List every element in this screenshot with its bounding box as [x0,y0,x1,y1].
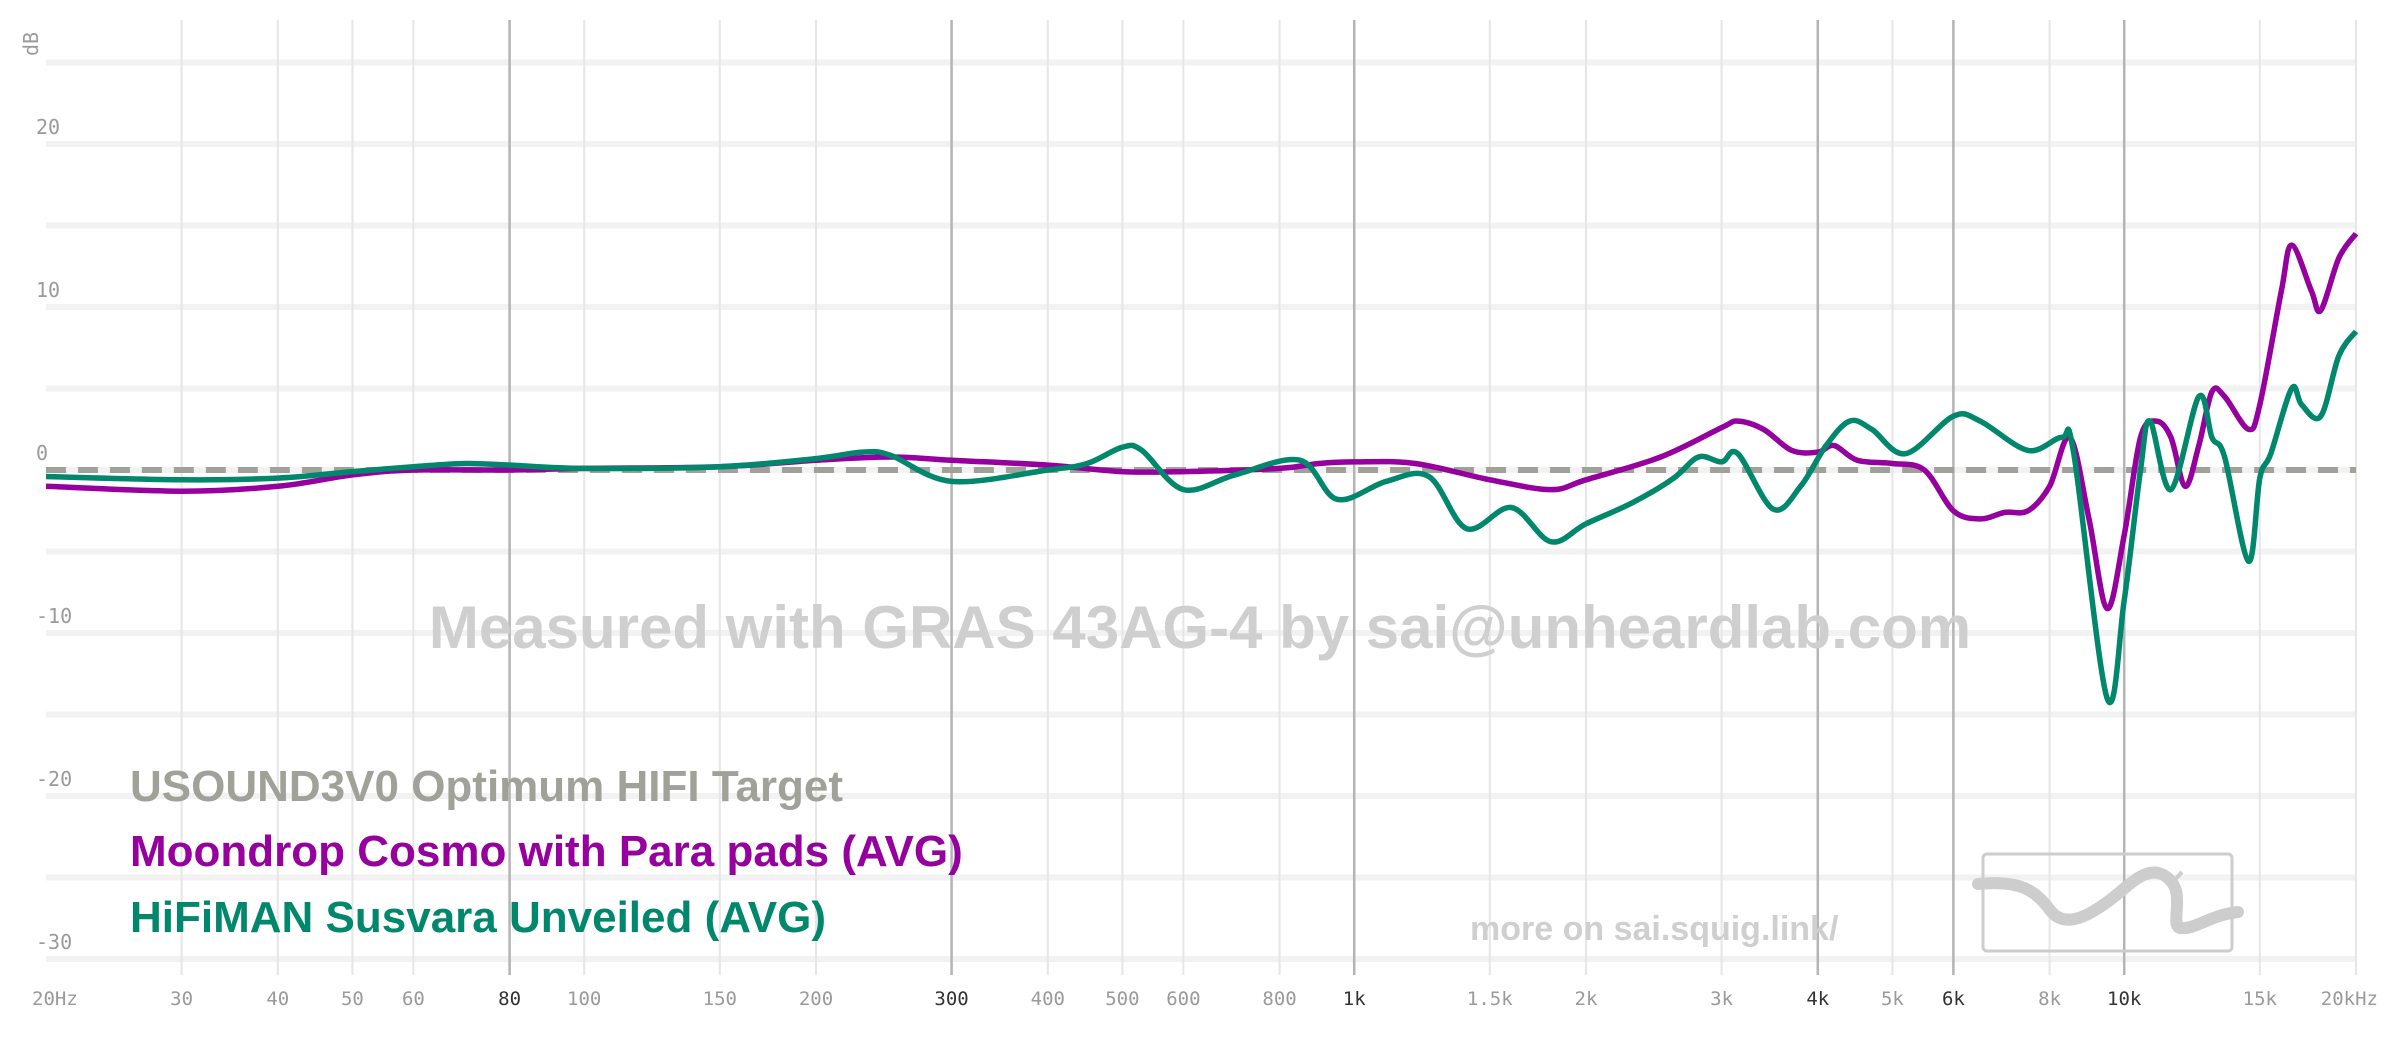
x-tick-label: 2k [1575,988,1598,1010]
x-tick-label: 400 [1031,988,1065,1010]
squiglink-logo [1972,852,2244,953]
x-tick-label: 800 [1262,988,1296,1010]
y-axis-label: dB [19,32,43,56]
x-tick-label: 15k [2243,988,2278,1010]
x-tick-label: 1k [1343,988,1366,1010]
x-tick-label: 6k [1942,988,1965,1010]
legend-item[interactable]: HiFiMAN Susvara Unveiled (AVG) [130,893,826,942]
x-tick-label: 20Hz [32,988,78,1010]
y-tick-label: 20 [36,115,60,139]
x-tick-label: 50 [341,988,364,1010]
x-tick-label: 4k [1806,988,1829,1010]
x-tick-label: 200 [799,988,833,1010]
susvara-curve [45,329,2359,706]
x-tick-label: 40 [266,988,289,1010]
curves [45,231,2359,706]
y-tick-label: 10 [36,278,60,302]
y-tick-label: -20 [36,767,72,791]
legend-item[interactable]: USOUND3V0 Optimum HIFI Target [130,762,843,811]
legend-item[interactable]: Moondrop Cosmo with Para pads (AVG) [130,827,963,876]
y-axis: dB 20 10 0 -10 -20 -30 [19,32,72,954]
watermark-text: Measured with GRAS 43AG-4 by sai@unheard… [429,594,1971,661]
x-tick-label: 600 [1166,988,1200,1010]
more-link-text[interactable]: more on sai.squig.link/ [1470,910,1839,948]
x-tick-label: 150 [703,988,737,1010]
y-tick-label: -10 [36,604,72,628]
x-axis: 20Hz 30 40 50 60 80 100 150 200 300 400 500 600 800 1k… [32,988,2378,1010]
x-tick-label: 300 [934,988,968,1010]
x-tick-label: 8k [2038,988,2061,1010]
x-tick-label: 30 [170,988,193,1010]
grid [46,20,2357,975]
x-tick-label: 5k [1881,988,1904,1010]
legend: USOUND3V0 Optimum HIFI Target Moondrop Co… [130,762,963,942]
x-tick-label: 100 [567,988,601,1010]
x-tick-label: 10k [2107,988,2142,1010]
x-tick-label: 60 [402,988,425,1010]
x-tick-label: 80 [498,988,521,1010]
x-tick-label: 3k [1710,988,1733,1010]
x-tick-label: 20kHz [2321,988,2378,1010]
x-tick-label: 500 [1105,988,1139,1010]
y-tick-label: -30 [36,930,72,954]
x-tick-label: 1.5k [1467,988,1513,1010]
y-tick-label: 0 [36,441,48,465]
